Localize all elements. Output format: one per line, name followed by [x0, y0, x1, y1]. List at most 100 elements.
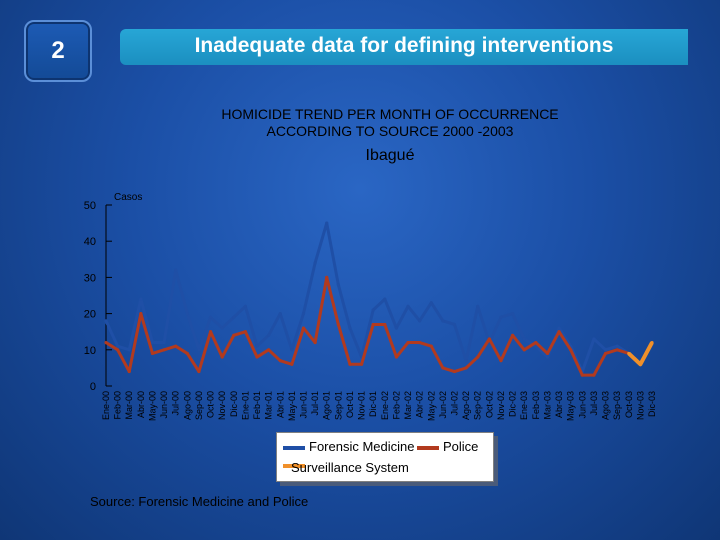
x-tick-label: Sep-03: [612, 391, 622, 420]
x-tick-label: Ene-02: [380, 391, 390, 420]
x-tick-label: Oct-03: [624, 391, 634, 418]
x-tick-label: Mar-00: [124, 391, 134, 420]
x-tick-label: May-02: [426, 391, 436, 421]
data-point: [313, 340, 317, 345]
data-point: [174, 344, 178, 348]
data-point: [627, 351, 631, 356]
data-point: [510, 333, 515, 337]
data-point: [255, 344, 259, 348]
data-point: [116, 348, 120, 352]
x-tick-label: Abr-00: [136, 391, 146, 418]
x-tick-label: Ene-03: [519, 391, 529, 420]
y-tick-label: 20: [84, 309, 96, 321]
data-point: [452, 322, 457, 327]
data-point: [348, 326, 352, 330]
x-tick-label: Jul-03: [589, 391, 599, 416]
data-point: [127, 369, 131, 374]
legend-swatch-police: [417, 446, 439, 450]
y-tick-label: 30: [84, 272, 96, 284]
x-tick-label: Feb-00: [113, 391, 123, 420]
data-point: [301, 326, 306, 330]
data-point: [278, 359, 282, 363]
data-point: [208, 315, 213, 319]
data-point: [150, 351, 155, 356]
data-point: [522, 337, 526, 341]
x-tick-label: Sep-01: [333, 391, 343, 420]
data-point: [348, 362, 352, 366]
data-point: [615, 344, 619, 348]
data-point: [383, 322, 387, 327]
x-tick-label: Mar-01: [264, 391, 274, 420]
x-tick-label: Jul-02: [450, 391, 460, 416]
x-tick-label: Jun-00: [159, 391, 169, 419]
data-point: [510, 312, 515, 316]
data-point: [139, 297, 143, 301]
data-point: [336, 283, 340, 287]
x-tick-label: Nov-02: [496, 391, 506, 420]
data-point: [197, 369, 201, 374]
data-point: [232, 333, 236, 337]
x-tick-label: Mar-03: [542, 391, 552, 420]
x-tick-label: Jul-00: [171, 391, 181, 416]
x-tick-label: Jul-01: [310, 391, 320, 416]
series-line-0: [104, 221, 630, 374]
data-point: [394, 326, 399, 330]
data-point: [406, 340, 410, 345]
x-tick-label: May-03: [566, 391, 576, 421]
data-point: [603, 348, 608, 352]
data-point: [232, 315, 236, 319]
series-line-2: [627, 341, 654, 367]
data-point: [429, 301, 433, 305]
source-note: Source: Forensic Medicine and Police: [90, 494, 309, 509]
x-tick-label: May-01: [287, 391, 297, 421]
chart-title-line-1: HOMICIDE TREND PER MONTH OF OCCURRENCE: [221, 106, 559, 122]
data-point: [580, 373, 584, 377]
data-point: [104, 340, 108, 345]
x-tick-label: Jun-02: [438, 391, 448, 419]
data-point: [301, 312, 306, 316]
data-point: [371, 322, 375, 327]
x-tick-label: Oct-01: [345, 391, 355, 418]
x-tick-label: Ene-00: [101, 391, 111, 420]
data-point: [545, 351, 550, 356]
data-point: [104, 319, 108, 323]
data-point: [162, 348, 166, 352]
data-point: [162, 340, 166, 345]
y-tick-label: 0: [90, 381, 96, 393]
data-point: [534, 340, 538, 345]
y-axis-label: Casos: [114, 192, 142, 203]
data-point: [371, 308, 375, 312]
x-tick-label: Ene-01: [240, 391, 250, 420]
x-tick-label: Abr-03: [554, 391, 564, 418]
y-tick-label: 50: [84, 200, 96, 212]
x-tick-label: Feb-03: [531, 391, 541, 420]
data-point: [243, 330, 248, 334]
data-point: [569, 348, 573, 352]
data-point: [220, 326, 224, 330]
chart-legend: Forensic Medicine Police Surveillance Sy…: [276, 432, 494, 482]
data-point: [418, 340, 422, 345]
data-point: [499, 315, 503, 319]
data-point: [243, 304, 248, 308]
data-point: [441, 366, 445, 370]
data-point: [185, 312, 189, 316]
x-tick-label: Dic-01: [368, 391, 378, 417]
legend-swatch-surveillance: [283, 464, 305, 468]
data-point: [603, 351, 608, 356]
data-point: [441, 319, 445, 323]
data-point: [464, 366, 468, 370]
x-tick-label: Oct-00: [206, 391, 216, 418]
slide-heading-bar: Inadequate data for defining interventio…: [120, 29, 688, 65]
x-tick-label: Sep-02: [473, 391, 483, 420]
data-point: [313, 261, 317, 265]
data-point: [185, 351, 189, 356]
data-point: [255, 355, 259, 359]
data-point: [592, 337, 596, 341]
legend-swatch-forensic: [283, 446, 305, 450]
data-point: [290, 348, 294, 352]
data-point: [116, 344, 120, 348]
data-point: [499, 359, 503, 363]
x-tick-label: Abr-01: [275, 391, 285, 418]
data-point: [476, 355, 480, 359]
